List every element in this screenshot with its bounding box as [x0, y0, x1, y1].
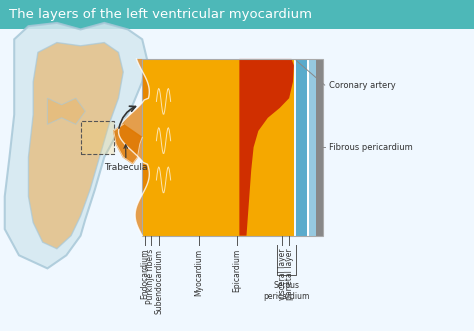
Text: Coronary artery: Coronary artery: [329, 80, 396, 90]
Text: Myocardium: Myocardium: [195, 249, 203, 296]
Text: Trabecula: Trabecula: [104, 145, 148, 172]
Text: Fibrous pericardium: Fibrous pericardium: [329, 143, 413, 152]
Text: visceral layer: visceral layer: [278, 249, 286, 300]
Text: Subendocardium: Subendocardium: [155, 249, 163, 313]
Polygon shape: [47, 98, 85, 124]
Text: parietal layer: parietal layer: [285, 249, 293, 300]
Bar: [142, 59, 323, 236]
Polygon shape: [114, 124, 142, 164]
Polygon shape: [239, 59, 294, 236]
Bar: [142, 59, 294, 236]
Bar: [307, 59, 309, 236]
Text: Epicardium: Epicardium: [233, 249, 241, 292]
Polygon shape: [5, 23, 147, 268]
Text: Endocardium: Endocardium: [140, 249, 149, 299]
Bar: [0, 0, 474, 29]
Text: Serous
pericardium: Serous pericardium: [264, 281, 310, 301]
Bar: [309, 59, 316, 236]
Text: The layers of the left ventricular myocardium: The layers of the left ventricular myoca…: [9, 8, 312, 21]
Text: Purkinje fibers: Purkinje fibers: [146, 249, 155, 304]
Polygon shape: [28, 43, 123, 249]
Bar: [316, 59, 323, 236]
Bar: [81, 121, 114, 154]
Bar: [296, 59, 307, 236]
Polygon shape: [118, 59, 149, 236]
